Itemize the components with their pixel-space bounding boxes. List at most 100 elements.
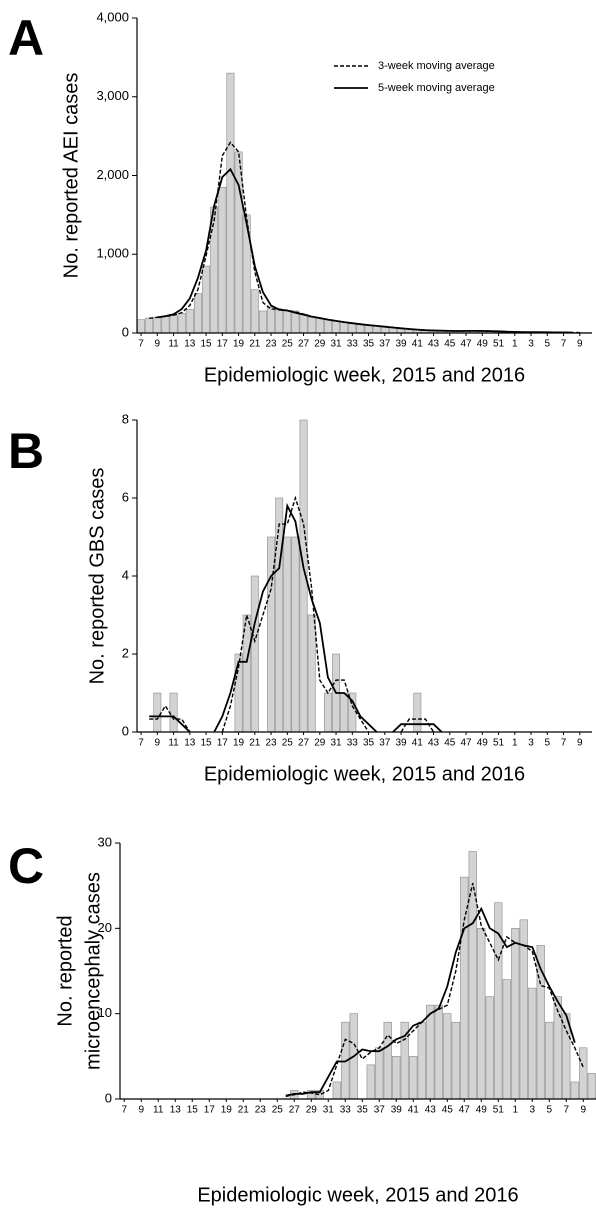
x-tick-label: 9 (138, 1105, 144, 1116)
bar (485, 996, 494, 1100)
bar (375, 1047, 384, 1100)
x-axis-title: Epidemiologic week, 2015 and 2016 (197, 1184, 518, 1206)
moving-average-line (149, 495, 435, 733)
panel-label: A (8, 10, 44, 66)
x-tick-label: 7 (563, 1105, 569, 1116)
bar (511, 928, 520, 1100)
x-tick-label: 47 (459, 1105, 471, 1116)
bar (528, 987, 537, 1100)
x-tick-label: 21 (249, 738, 261, 749)
bar (315, 317, 324, 334)
bar (366, 1064, 375, 1100)
bar (169, 315, 178, 334)
bar (426, 1004, 435, 1100)
moving-average-line (285, 906, 576, 1097)
y-axis-title: No. reported GBS cases (86, 468, 108, 685)
x-tick-label: 39 (391, 1105, 403, 1116)
bar (169, 692, 178, 733)
bar (460, 876, 469, 1100)
x-tick-label: 7 (121, 1105, 127, 1116)
x-tick-label: 47 (461, 339, 473, 350)
x-tick-label: 1 (512, 738, 518, 749)
x-tick-label: 29 (314, 738, 326, 749)
bar (587, 1073, 596, 1100)
x-tick-label: 11 (153, 1105, 164, 1116)
bar (477, 928, 486, 1100)
x-tick-label: 11 (168, 339, 179, 350)
x-tick-label: 29 (306, 1105, 318, 1116)
x-tick-label: 41 (412, 738, 424, 749)
y-tick-label: 0 (122, 324, 129, 339)
bar (323, 692, 332, 733)
bar (153, 316, 162, 334)
moving-average-line (149, 141, 580, 334)
y-tick-label: 0 (105, 1090, 112, 1105)
x-tick-label: 49 (477, 738, 489, 749)
x-tick-label: 13 (184, 738, 196, 749)
bar (348, 323, 357, 334)
x-tick-label: 5 (545, 339, 551, 350)
moving-average-line (157, 167, 572, 334)
x-tick-label: 27 (298, 339, 310, 350)
bar (307, 316, 316, 334)
x-tick-label: 43 (428, 339, 440, 350)
x-tick-label: 15 (201, 738, 213, 749)
x-tick-label: 11 (168, 738, 179, 749)
x-tick-label: 45 (444, 339, 456, 350)
bar (364, 324, 373, 334)
bar (545, 1021, 554, 1100)
x-tick-label: 37 (379, 738, 391, 749)
x-tick-label: 25 (282, 339, 294, 350)
bar (218, 187, 227, 334)
x-tick-label: 23 (266, 339, 278, 350)
x-tick-label: 25 (282, 738, 294, 749)
x-tick-label: 33 (340, 1105, 352, 1116)
x-tick-label: 45 (442, 1105, 454, 1116)
x-tick-label: 9 (577, 339, 583, 350)
x-tick-label: 17 (204, 1105, 216, 1116)
x-tick-label: 27 (289, 1105, 301, 1116)
x-tick-label: 37 (374, 1105, 386, 1116)
x-tick-label: 31 (331, 738, 343, 749)
x-tick-label: 19 (233, 339, 245, 350)
y-tick-label: 4 (122, 567, 129, 582)
bar (409, 1056, 418, 1100)
x-tick-label: 15 (201, 339, 213, 350)
x-tick-label: 25 (272, 1105, 284, 1116)
bar (193, 293, 202, 334)
x-tick-label: 47 (461, 738, 473, 749)
bar (579, 1047, 588, 1100)
x-tick-label: 41 (412, 339, 424, 350)
x-axis-title: Epidemiologic week, 2015 and 2016 (204, 364, 525, 386)
bar (332, 1081, 341, 1100)
x-tick-label: 35 (363, 738, 375, 749)
y-tick-label: 2,000 (96, 167, 129, 182)
y-tick-label: 6 (122, 489, 129, 504)
bar (153, 692, 162, 733)
x-tick-label: 13 (170, 1105, 182, 1116)
x-tick-label: 17 (217, 738, 229, 749)
x-tick-label: 51 (493, 1105, 505, 1116)
x-tick-label: 27 (298, 738, 310, 749)
bar (451, 1021, 460, 1100)
bar (392, 1056, 401, 1100)
bar (356, 324, 365, 334)
x-tick-label: 21 (249, 339, 261, 350)
bar (291, 536, 300, 733)
bar (340, 692, 349, 733)
y-tick-label: 3,000 (96, 88, 129, 103)
x-tick-label: 9 (577, 738, 583, 749)
x-tick-label: 9 (155, 339, 161, 350)
x-tick-label: 31 (323, 1105, 335, 1116)
bar (417, 1021, 426, 1100)
x-tick-label: 3 (529, 1105, 535, 1116)
x-tick-label: 43 (425, 1105, 437, 1116)
x-tick-label: 35 (363, 339, 375, 350)
x-tick-label: 9 (155, 738, 161, 749)
x-tick-label: 21 (238, 1105, 250, 1116)
panel-label: B (8, 423, 44, 479)
x-tick-label: 7 (561, 738, 567, 749)
x-tick-label: 5 (545, 738, 551, 749)
x-tick-label: 49 (476, 1105, 488, 1116)
